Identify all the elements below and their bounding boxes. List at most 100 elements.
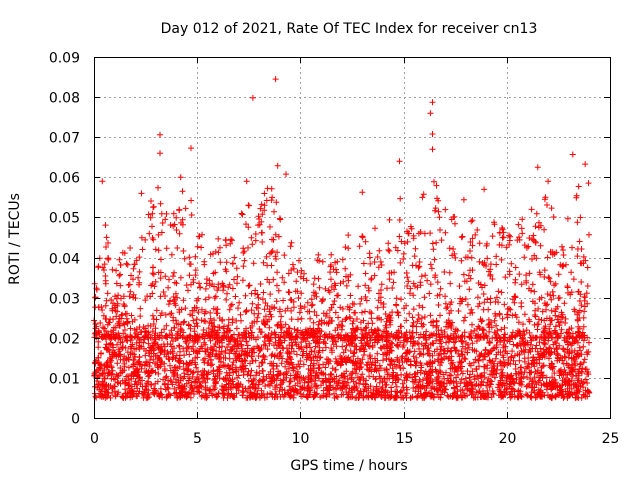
data-point <box>308 372 315 379</box>
data-point <box>297 358 304 364</box>
data-point <box>442 229 449 236</box>
data-point <box>521 331 528 337</box>
data-point <box>357 319 364 326</box>
data-point <box>287 243 294 250</box>
data-point <box>565 354 572 361</box>
data-point <box>537 242 544 249</box>
data-point <box>396 233 403 240</box>
data-point <box>277 349 284 356</box>
data-point <box>544 382 551 389</box>
data-point <box>307 367 314 374</box>
data-point <box>143 358 150 365</box>
data-point <box>288 316 295 323</box>
data-point <box>403 317 410 324</box>
data-point <box>480 393 487 400</box>
data-point <box>103 297 110 304</box>
data-point <box>252 357 259 364</box>
data-point <box>114 373 121 380</box>
data-point <box>410 385 417 391</box>
data-point <box>532 300 538 307</box>
data-point <box>173 379 179 386</box>
data-point <box>152 246 159 253</box>
data-point <box>397 388 404 395</box>
data-point <box>432 274 438 281</box>
data-point <box>149 328 156 335</box>
data-point <box>493 322 500 329</box>
data-point <box>195 369 201 375</box>
data-point <box>202 318 209 325</box>
data-point <box>514 342 521 348</box>
data-point <box>223 259 230 266</box>
data-point <box>463 340 469 346</box>
data-point <box>497 339 504 346</box>
data-point <box>340 379 347 386</box>
data-point <box>581 332 587 339</box>
data-point <box>368 392 375 399</box>
data-point <box>379 384 386 391</box>
data-point <box>289 386 296 393</box>
data-point <box>303 356 310 363</box>
data-point <box>304 299 311 306</box>
data-point <box>487 371 494 378</box>
data-point <box>467 248 473 254</box>
data-point <box>460 271 467 278</box>
y-axis-label: ROTI / TECUs <box>7 193 23 285</box>
data-point <box>174 394 181 401</box>
data-point <box>379 334 386 341</box>
data-point <box>259 359 266 366</box>
data-point <box>373 385 380 392</box>
data-point <box>133 339 140 346</box>
data-point <box>417 282 424 289</box>
data-point <box>150 356 157 363</box>
data-point <box>434 292 441 299</box>
data-point <box>266 338 273 345</box>
data-point <box>461 379 468 386</box>
data-point <box>134 393 141 400</box>
data-point <box>257 329 264 336</box>
data-point <box>286 392 293 399</box>
data-point <box>191 337 197 344</box>
data-point <box>560 262 567 269</box>
data-point <box>141 389 148 396</box>
data-point <box>359 309 365 316</box>
data-point <box>555 319 562 326</box>
data-point <box>217 244 223 251</box>
data-point <box>161 343 168 350</box>
data-point <box>340 278 347 285</box>
data-point <box>508 260 515 267</box>
data-point <box>462 314 469 321</box>
data-point <box>378 287 384 293</box>
data-point <box>558 326 565 333</box>
data-point <box>285 356 291 363</box>
data-point <box>437 312 443 319</box>
data-point <box>454 392 461 399</box>
data-point <box>153 307 160 314</box>
data-point <box>183 340 190 346</box>
data-point <box>399 380 406 387</box>
data-point <box>410 235 417 242</box>
data-point <box>323 384 330 391</box>
data-point <box>480 387 486 394</box>
data-point <box>253 369 260 376</box>
data-point <box>330 334 337 341</box>
data-point <box>416 345 423 352</box>
data-point <box>175 334 181 341</box>
data-point <box>421 294 428 301</box>
data-point <box>232 293 239 300</box>
data-point <box>541 317 548 324</box>
data-point <box>92 393 99 400</box>
data-point <box>145 329 152 336</box>
data-point <box>182 205 189 212</box>
data-point <box>551 376 558 383</box>
data-point <box>112 392 119 399</box>
data-point <box>108 364 115 371</box>
data-point <box>320 296 326 303</box>
data-point <box>134 373 140 380</box>
data-point <box>469 242 476 249</box>
data-point <box>432 207 438 214</box>
data-point <box>119 345 126 351</box>
data-point <box>403 270 410 276</box>
data-point <box>472 231 479 238</box>
data-point <box>176 207 183 214</box>
data-point <box>450 246 457 252</box>
